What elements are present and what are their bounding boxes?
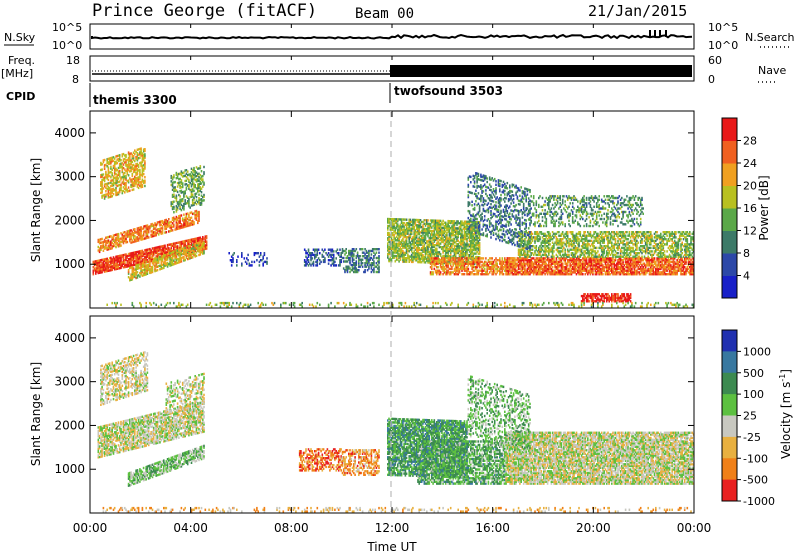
- x-tick-label: 20:00: [576, 521, 611, 535]
- colorbar-tick-label: -100: [743, 452, 768, 465]
- freq-right-tick-bottom: 0: [708, 73, 715, 86]
- cpid-mode-2: twofsound 3503: [394, 84, 503, 98]
- y-tick-label: 1000: [54, 462, 85, 476]
- freq-left-tick-bottom: 8: [72, 73, 79, 86]
- colorbar-segment: [722, 185, 737, 209]
- colorbar-tick-label: 28: [743, 135, 757, 148]
- colorbar-segment: [722, 118, 737, 141]
- colorbar-tick-label: 1000: [743, 345, 771, 358]
- colorbar-segment: [722, 436, 737, 459]
- x-tick-label: 00:00: [73, 521, 108, 535]
- colorbar-segment: [722, 163, 737, 186]
- nsky-label: N.Sky: [4, 31, 36, 44]
- beam-label: Beam 00: [355, 6, 414, 22]
- y-tick-label: 2000: [54, 418, 85, 432]
- colorbar-segment: [722, 140, 737, 164]
- power-colorbar-label: Power [dB]: [757, 175, 771, 240]
- power-ylabel: Slant Range [km]: [29, 158, 43, 262]
- colorbar-tick-label: 4: [743, 270, 750, 283]
- cpid-label: CPID: [6, 90, 35, 103]
- freq-label-line1: Freq.: [8, 54, 35, 67]
- colorbar-tick-label: 100: [743, 388, 764, 401]
- x-tick-label: 04:00: [173, 521, 208, 535]
- x-axis-label: Time UT: [366, 540, 417, 554]
- nave-block: [390, 65, 692, 77]
- colorbar-segment: [722, 351, 737, 374]
- freq-label-line2: [MHz]: [1, 67, 33, 80]
- velocity-colorbar-label: Velocity [m s-1]: [778, 369, 793, 459]
- station-title: Prince George (fitACF): [92, 1, 317, 21]
- colorbar-segment: [722, 253, 737, 276]
- y-tick-label: 4000: [54, 331, 85, 345]
- colorbar-segment: [722, 330, 737, 352]
- velocity-scatter: [97, 351, 695, 513]
- colorbar-tick-label: -1000: [743, 495, 775, 508]
- y-tick-label: 2000: [54, 213, 85, 227]
- colorbar-segment: [722, 458, 737, 481]
- velocity-ylabel: Slant Range [km]: [29, 362, 43, 466]
- colorbar-tick-label: -500: [743, 474, 768, 487]
- colorbar-segment: [722, 230, 737, 254]
- colorbar-tick-label: 8: [743, 247, 750, 260]
- colorbar-tick-label: -25: [743, 431, 761, 444]
- nsky-right-tick-top: 10^5: [708, 21, 738, 34]
- nave-label: Nave: [758, 64, 786, 77]
- colorbar-tick-label: 12: [743, 225, 757, 238]
- colorbar-tick-label: 25: [743, 410, 757, 423]
- x-tick-label: 00:00: [677, 521, 712, 535]
- x-tick-label: 16:00: [475, 521, 510, 535]
- colorbar-tick-label: 20: [743, 180, 757, 193]
- freq-left-tick-top: 18: [66, 54, 80, 67]
- nsky-trace: [91, 33, 693, 40]
- y-tick-label: 1000: [54, 257, 85, 271]
- colorbar-tick-label: 500: [743, 367, 764, 380]
- colorbar-segment: [722, 415, 737, 438]
- colorbar-segment: [722, 479, 737, 502]
- colorbar-segment: [722, 372, 737, 395]
- colorbar-segment: [722, 394, 737, 416]
- y-tick-label: 3000: [54, 375, 85, 389]
- freq-right-tick-top: 60: [708, 54, 722, 67]
- nsearch-label: N.Search: [745, 31, 795, 44]
- cpid-mode-1: themis 3300: [93, 93, 177, 107]
- nsky-left-tick-top: 10^5: [52, 21, 82, 34]
- x-tick-label: 08:00: [274, 521, 309, 535]
- colorbar-segment: [722, 208, 737, 231]
- x-tick-label: 12:00: [375, 521, 410, 535]
- colorbar-tick-label: 16: [743, 202, 757, 215]
- power-scatter: [92, 147, 695, 308]
- colorbar-segment: [722, 275, 737, 299]
- nsky-right-tick-bottom: 10^0: [708, 39, 738, 52]
- y-tick-label: 3000: [54, 170, 85, 184]
- colorbar-tick-label: 24: [743, 157, 757, 170]
- y-tick-label: 4000: [54, 126, 85, 140]
- date-label: 21/Jan/2015: [588, 2, 687, 20]
- nsky-left-tick-bottom: 10^0: [52, 39, 82, 52]
